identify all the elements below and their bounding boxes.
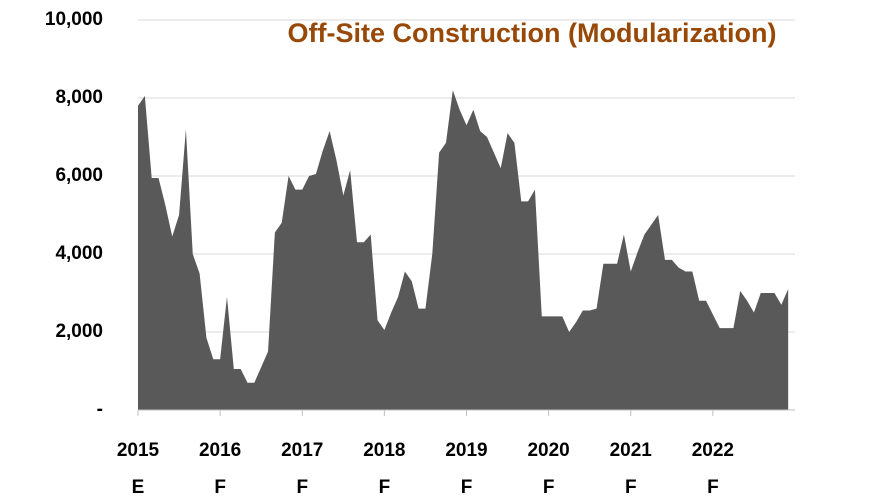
x-tick-sublabel: F	[461, 477, 473, 498]
x-tick-label: 2018	[363, 440, 405, 461]
y-tick-label: 4,000	[55, 243, 103, 264]
x-tick-label: 2017	[281, 440, 323, 461]
chart-title: Off-Site Construction (Modularization)	[288, 18, 777, 48]
x-tick-label: 2021	[610, 440, 653, 461]
x-tick-label: 2022	[692, 440, 734, 461]
area	[138, 90, 789, 410]
y-tick-label: 2,000	[55, 321, 103, 342]
y-tick-label: 10,000	[45, 9, 103, 30]
x-tick-sublabel: F	[214, 477, 226, 498]
y-tick-label: -	[97, 399, 103, 420]
y-tick-label: 6,000	[55, 165, 103, 186]
x-tick-sublabel: F	[543, 477, 555, 498]
y-tick-label: 8,000	[55, 87, 103, 108]
x-tick-label: 2019	[445, 440, 487, 461]
x-tick-label: 2016	[199, 440, 241, 461]
x-tick-sublabel: E	[132, 477, 145, 498]
x-tick-sublabel: F	[707, 477, 719, 498]
x-tick-sublabel: F	[296, 477, 308, 498]
x-tick-sublabel: F	[379, 477, 391, 498]
x-tick-label: 2015	[117, 440, 160, 461]
x-tick-label: 2020	[527, 440, 569, 461]
x-tick-sublabel: F	[625, 477, 637, 498]
